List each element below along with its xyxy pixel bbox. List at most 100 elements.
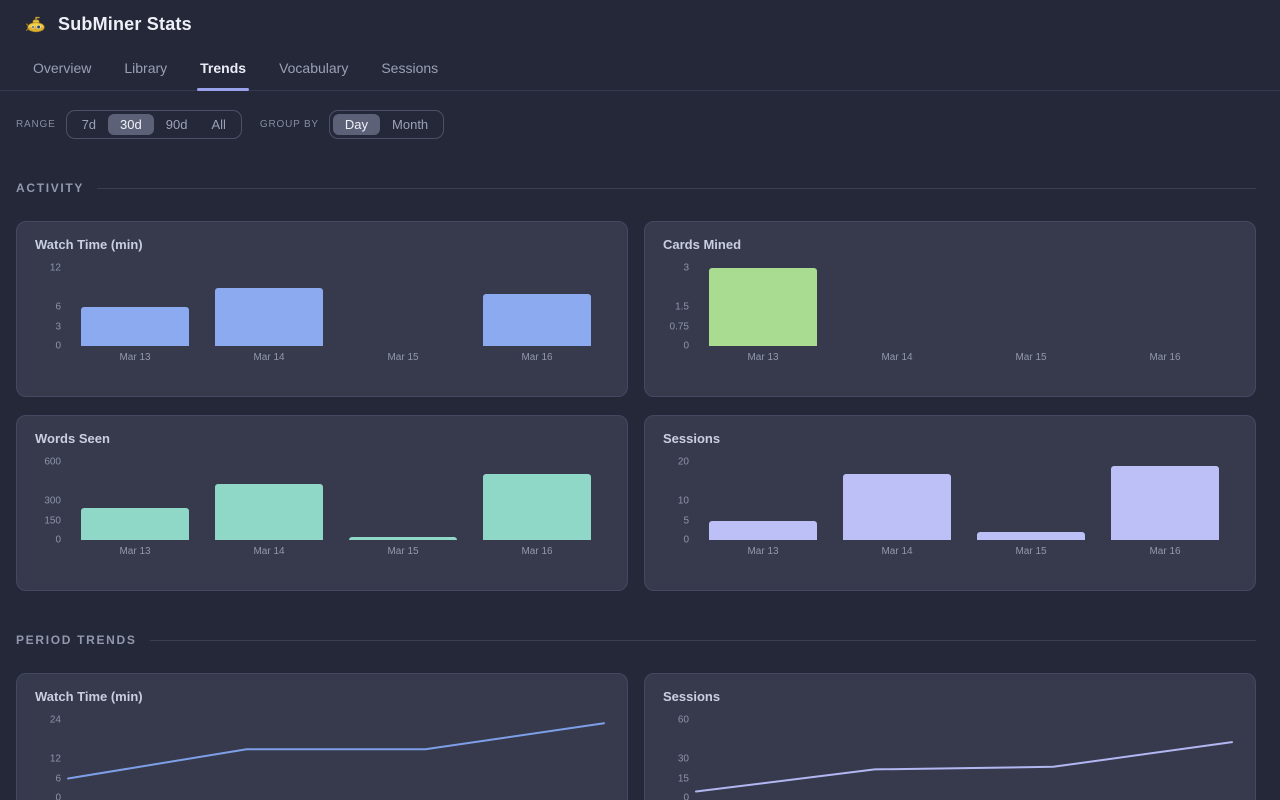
- y-tick-label: 0: [683, 792, 689, 800]
- x-tick-label: Mar 15: [387, 352, 419, 363]
- y-tick-label: 6: [55, 773, 61, 784]
- x-tick-label: Mar 16: [1149, 352, 1181, 363]
- tab-overview[interactable]: Overview: [32, 54, 92, 90]
- y-tick-label: 12: [49, 753, 61, 765]
- chart-card-watch-time: 12 6 3 0 Mar 13 Mar 14 Mar 15 Mar 16 Watch Time…: [16, 221, 628, 397]
- y-axis: 20 10 5 0: [645, 457, 689, 546]
- cards-mined-bar-chart: 3 1.5 0.75 0 Mar 13 Mar 14 Mar 15 Mar 16: [645, 222, 1255, 396]
- group-by-month-button[interactable]: Month: [380, 114, 440, 135]
- y-tick-label: 3: [55, 321, 61, 332]
- group-by-toggle-group: Day Month: [328, 110, 445, 139]
- y-axis: 12 6 3 0: [17, 263, 61, 352]
- bar-mar-14: [215, 484, 323, 540]
- y-tick-label: 0: [683, 340, 689, 352]
- tab-trends[interactable]: Trends: [197, 54, 249, 91]
- y-tick-label: 20: [677, 456, 689, 468]
- range-all-button[interactable]: All: [199, 114, 237, 135]
- trend-line: [696, 742, 1232, 791]
- y-axis: 60 30 15 0: [645, 715, 689, 800]
- bar-mar-13: [709, 268, 817, 346]
- y-tick-label: 5: [683, 515, 689, 526]
- range-90d-button[interactable]: 90d: [154, 114, 200, 135]
- x-tick-label: Mar 16: [521, 352, 553, 363]
- x-tick-label: Mar 13: [747, 352, 779, 363]
- plot-area: [696, 720, 1232, 798]
- range-toggle-group: 7d 30d 90d All: [65, 110, 242, 139]
- y-tick-label: 0: [55, 534, 61, 546]
- y-tick-label: 0.75: [669, 321, 689, 332]
- trend-line: [68, 723, 604, 778]
- x-axis: Mar 13 Mar 14 Mar 15 Mar 16: [68, 352, 604, 366]
- section-divider: [97, 187, 1256, 189]
- y-tick-label: 600: [44, 456, 61, 468]
- y-tick-label: 300: [44, 495, 61, 507]
- y-tick-label: 24: [49, 714, 61, 726]
- y-tick-label: 3: [683, 262, 689, 274]
- x-tick-label: Mar 13: [747, 546, 779, 557]
- activity-chart-grid: 12 6 3 0 Mar 13 Mar 14 Mar 15 Mar 16 Watch Time…: [16, 221, 1256, 591]
- section-header: ACTIVITY: [16, 181, 1256, 195]
- y-axis: 600 300 150 0: [17, 457, 61, 546]
- plot-area: [696, 268, 1232, 346]
- y-tick-label: 12: [49, 262, 61, 274]
- chart-title: Sessions: [663, 431, 721, 446]
- range-7d-button[interactable]: 7d: [70, 114, 108, 135]
- y-axis: 3 1.5 0.75 0: [645, 263, 689, 352]
- plot-area: [68, 720, 604, 798]
- group-by-label: GROUP BY: [259, 119, 319, 130]
- bar-mar-14: [843, 473, 951, 540]
- x-tick-label: Mar 13: [119, 352, 151, 363]
- group-by-day-button[interactable]: Day: [332, 114, 381, 135]
- section-divider: [149, 639, 1256, 641]
- chart-title: Words Seen: [35, 431, 110, 446]
- section-activity: ACTIVITY 12 6 3 0 Mar 13 Mar 14 Mar 15 Mar 16 W…: [0, 181, 1280, 591]
- plot-area: [68, 462, 604, 540]
- y-tick-label: 1.5: [675, 301, 689, 313]
- x-axis: Mar 13 Mar 14 Mar 15 Mar 16: [68, 546, 604, 560]
- x-tick-label: Mar 14: [881, 546, 913, 557]
- y-tick-label: 60: [677, 714, 689, 726]
- y-tick-label: 10: [677, 495, 689, 507]
- app-title: SubMiner Stats: [58, 14, 192, 34]
- y-tick-label: 150: [44, 515, 61, 526]
- tab-sessions[interactable]: Sessions: [380, 54, 439, 90]
- top-bar: SubMiner Stats: [0, 0, 1280, 35]
- y-tick-label: 6: [55, 301, 61, 313]
- chart-title: Watch Time (min): [35, 237, 143, 252]
- submarine-icon: [26, 15, 46, 35]
- range-30d-button[interactable]: 30d: [108, 114, 154, 135]
- y-tick-label: 0: [55, 340, 61, 352]
- sessions-bar-chart: 20 10 5 0 Mar 13 Mar 14 Mar 15 Mar 16: [645, 416, 1255, 590]
- bar-mar-13: [81, 507, 189, 540]
- y-tick-label: 15: [677, 773, 689, 784]
- main-tab-bar: Overview Library Trends Vocabulary Sessi…: [0, 54, 1280, 91]
- chart-card-words-seen: 600 300 150 0 Mar 13 Mar 14 Mar 15 Mar 16 Words…: [16, 415, 628, 591]
- y-axis: 24 12 6 0: [17, 715, 61, 800]
- x-tick-label: Mar 15: [1015, 352, 1047, 363]
- filter-controls: RANGE 7d 30d 90d All GROUP BY Day Month: [16, 110, 1256, 139]
- words-seen-bar-chart: 600 300 150 0 Mar 13 Mar 14 Mar 15 Mar 16: [17, 416, 627, 590]
- y-tick-label: 0: [55, 792, 61, 800]
- tab-library[interactable]: Library: [123, 54, 168, 90]
- bar-mar-16: [483, 294, 591, 346]
- plot-area: [696, 462, 1232, 540]
- bar-mar-16: [1111, 465, 1219, 540]
- x-tick-label: Mar 13: [119, 546, 151, 557]
- x-tick-label: Mar 14: [253, 352, 285, 363]
- x-tick-label: Mar 15: [1015, 546, 1047, 557]
- tab-vocabulary[interactable]: Vocabulary: [278, 54, 349, 90]
- bar-mar-16: [483, 473, 591, 540]
- watch-time-bar-chart: 12 6 3 0 Mar 13 Mar 14 Mar 15 Mar 16: [17, 222, 627, 396]
- section-title: ACTIVITY: [16, 181, 85, 195]
- x-tick-label: Mar 16: [521, 546, 553, 557]
- chart-card-cards-mined: 3 1.5 0.75 0 Mar 13 Mar 14 Mar 15 Mar 16 Cards …: [644, 221, 1256, 397]
- section-title: PERIOD TRENDS: [16, 633, 137, 647]
- chart-title: Cards Mined: [663, 237, 742, 252]
- range-label: RANGE: [16, 119, 56, 130]
